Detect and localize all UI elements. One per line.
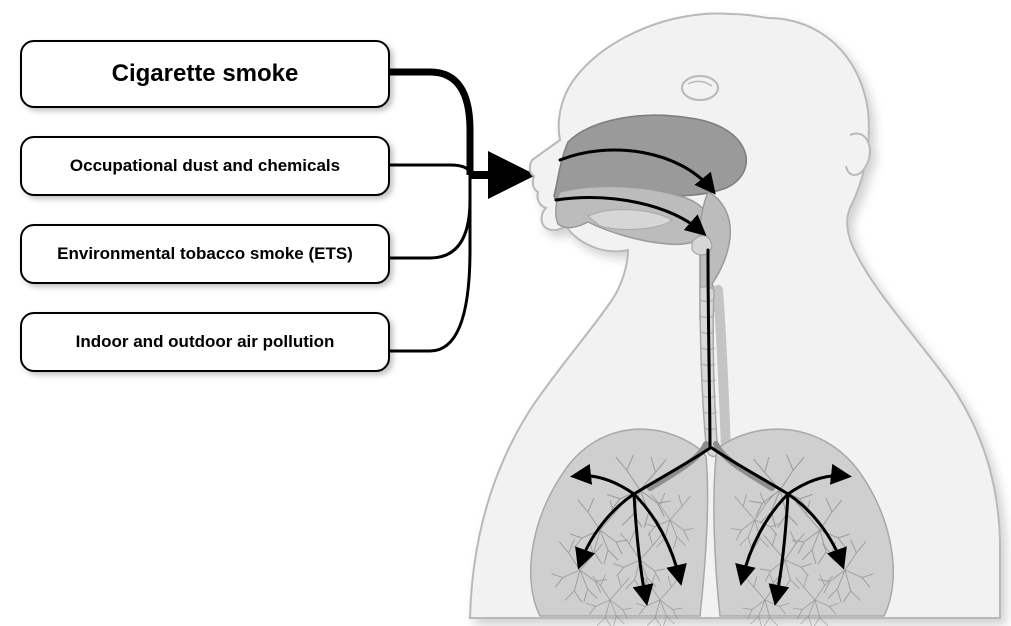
factor-box-cigarette-smoke: Cigarette smoke xyxy=(20,40,390,108)
connector-primary xyxy=(390,72,470,175)
oral-cavity xyxy=(556,186,710,244)
left-lung xyxy=(531,429,708,616)
sinus xyxy=(682,76,718,100)
tongue xyxy=(588,210,672,230)
anatomy-figure xyxy=(470,13,1000,626)
factor-box-occupational-dust: Occupational dust and chemicals xyxy=(20,136,390,196)
trachea xyxy=(700,287,718,457)
factor-box-ets: Environmental tobacco smoke (ETS) xyxy=(20,224,390,284)
factor-label: Indoor and outdoor air pollution xyxy=(76,332,335,351)
tracheal-rings xyxy=(700,300,717,430)
right-lung xyxy=(714,429,893,616)
airflow-arrows xyxy=(556,150,846,600)
bronchial-tree-left xyxy=(552,455,694,626)
bronchi-main xyxy=(650,444,772,488)
ear xyxy=(846,134,870,175)
nasal-cavity xyxy=(554,115,746,224)
factor-box-air-pollution: Indoor and outdoor air pollution xyxy=(20,312,390,372)
factor-label: Cigarette smoke xyxy=(112,60,299,87)
connector-lines xyxy=(390,72,520,351)
factor-box-list: Cigarette smoke Occupational dust and ch… xyxy=(20,40,390,372)
connector-4 xyxy=(390,175,470,351)
factor-label: Environmental tobacco smoke (ETS) xyxy=(57,244,353,263)
factor-label: Occupational dust and chemicals xyxy=(70,156,340,175)
pharynx xyxy=(699,192,730,320)
bronchial-tree-right xyxy=(731,455,873,626)
esophagus xyxy=(718,290,726,450)
connector-3 xyxy=(390,175,470,258)
epiglottis xyxy=(692,236,712,255)
body-outline xyxy=(470,13,1000,618)
connector-2 xyxy=(390,165,470,175)
